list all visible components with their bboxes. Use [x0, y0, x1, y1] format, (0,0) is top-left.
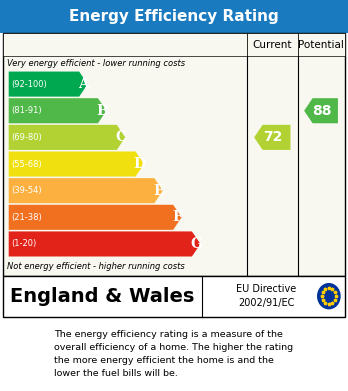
Text: B: B: [96, 104, 108, 118]
Text: England & Wales: England & Wales: [10, 287, 195, 306]
Bar: [247, 33, 298, 56]
Text: 88: 88: [312, 104, 332, 118]
Polygon shape: [9, 125, 125, 150]
Text: G: G: [190, 237, 202, 251]
Polygon shape: [9, 231, 200, 256]
Polygon shape: [254, 125, 291, 150]
Text: (81-91): (81-91): [11, 106, 42, 115]
Polygon shape: [9, 178, 163, 203]
Polygon shape: [9, 98, 106, 123]
Polygon shape: [304, 98, 338, 123]
Text: C: C: [116, 130, 127, 144]
Text: F: F: [173, 210, 182, 224]
Text: (69-80): (69-80): [11, 133, 42, 142]
Text: (39-54): (39-54): [11, 186, 42, 195]
Circle shape: [318, 284, 340, 309]
Text: Energy Efficiency Rating: Energy Efficiency Rating: [69, 9, 279, 24]
Bar: [3, 33, 345, 276]
Polygon shape: [9, 72, 88, 97]
Text: (55-68): (55-68): [11, 160, 42, 169]
Text: Very energy efficient - lower running costs: Very energy efficient - lower running co…: [7, 59, 185, 68]
Bar: [298, 33, 345, 56]
Text: 72: 72: [263, 130, 283, 144]
Text: (21-38): (21-38): [11, 213, 42, 222]
Text: The energy efficiency rating is a measure of the
overall efficiency of a home. T: The energy efficiency rating is a measur…: [54, 330, 294, 378]
Bar: [3, 276, 345, 317]
Text: A: A: [78, 77, 89, 91]
Polygon shape: [9, 151, 144, 177]
Text: (92-100): (92-100): [11, 80, 47, 89]
Text: D: D: [134, 157, 146, 171]
FancyBboxPatch shape: [0, 0, 348, 33]
Polygon shape: [9, 205, 182, 230]
Text: Current: Current: [253, 39, 292, 50]
Text: (1-20): (1-20): [11, 239, 37, 248]
Text: E: E: [153, 184, 164, 198]
Text: Potential: Potential: [298, 39, 344, 50]
Text: EU Directive
2002/91/EC: EU Directive 2002/91/EC: [236, 284, 296, 308]
Text: Not energy efficient - higher running costs: Not energy efficient - higher running co…: [7, 262, 185, 271]
Bar: [3, 33, 247, 56]
